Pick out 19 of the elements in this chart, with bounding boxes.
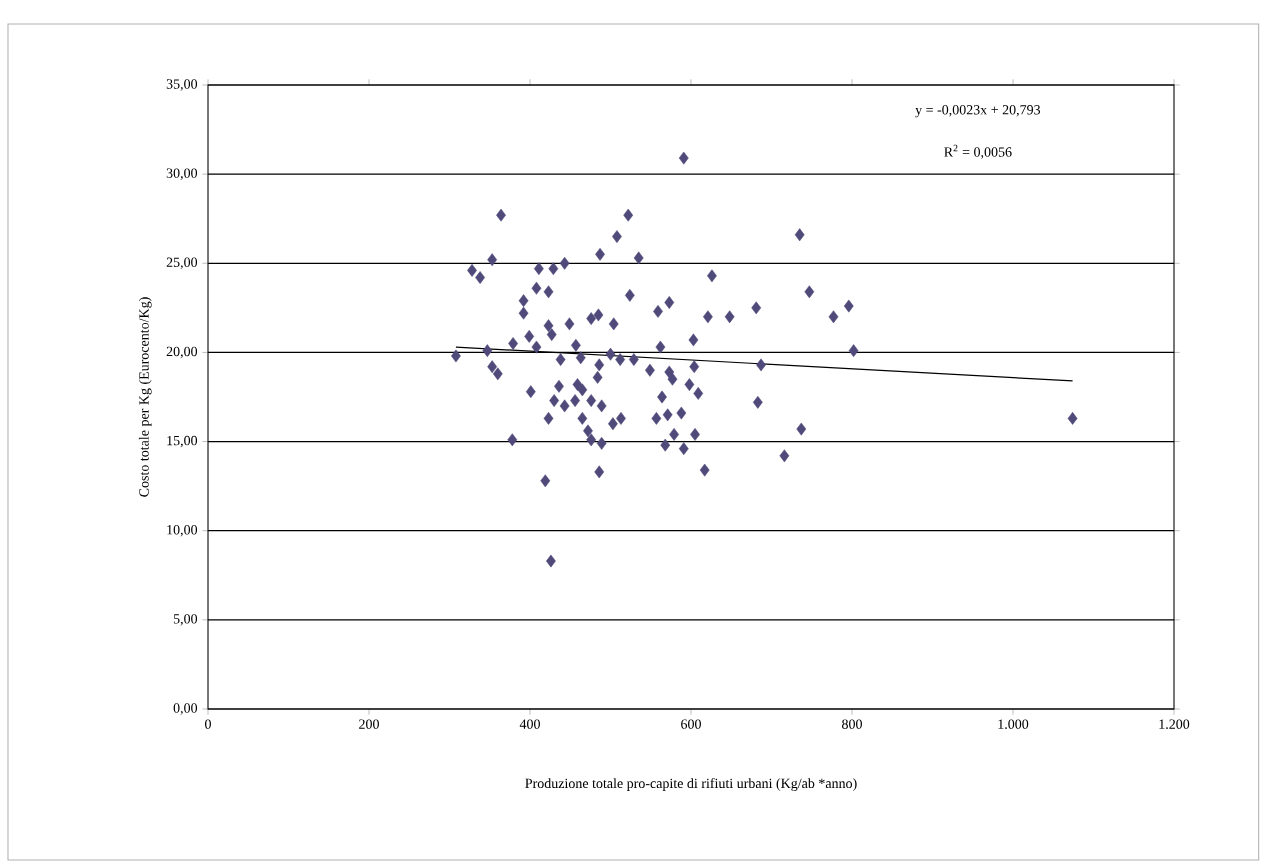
x-tick-label: 200 xyxy=(359,719,379,729)
y-tick-label: 25,00 xyxy=(166,257,198,270)
annotation: y = -0,0023x + 20,793 xyxy=(915,105,1041,118)
y-tick-label: 35,00 xyxy=(166,79,198,91)
y-tick-label: 0,00 xyxy=(173,703,198,715)
y-tick-label: 10,00 xyxy=(167,524,198,537)
x-tick-label: 600 xyxy=(681,719,701,729)
annotation: R$^{2}$ = 0,0056 xyxy=(944,144,1012,159)
x-tick-label: 1.000 xyxy=(998,719,1029,729)
x-axis-title: Produzione totale pro-capite di rifiuti urbani (Kg/ab *anno) xyxy=(525,778,857,791)
y-tick-label: 15,00 xyxy=(167,435,198,448)
y-tick-label: 30,00 xyxy=(166,168,198,180)
x-tick-label: 800 xyxy=(842,719,862,729)
y-tick-label: 20,00 xyxy=(166,346,198,359)
x-tick-label: 1.200 xyxy=(1159,719,1190,729)
y-tick-label: 5,00 xyxy=(173,614,198,626)
x-tick-label: 0 xyxy=(205,719,211,729)
x-tick-label: 400 xyxy=(519,719,540,729)
y-axis-title: Costo totale per Kg (Eurocento/Kg) xyxy=(138,297,152,497)
